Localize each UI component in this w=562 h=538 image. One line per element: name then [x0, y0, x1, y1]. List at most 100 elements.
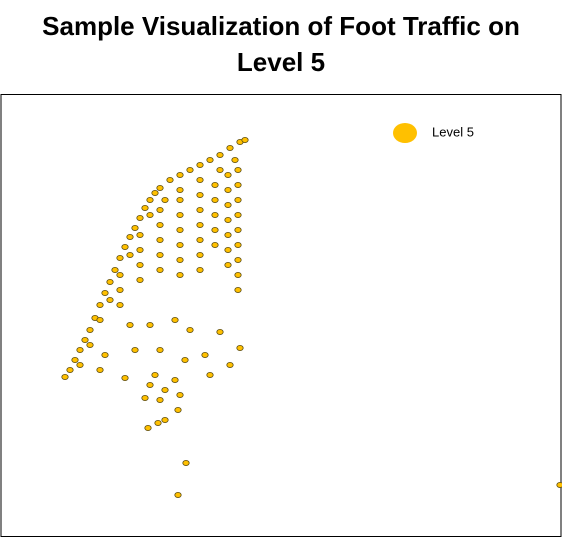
scatter-point: [61, 373, 69, 380]
scatter-point: [111, 266, 119, 273]
scatter-point: [156, 346, 164, 353]
scatter-point: [186, 166, 194, 173]
scatter-point: [234, 196, 242, 203]
scatter-point: [144, 424, 152, 431]
scatter-point: [211, 226, 219, 233]
scatter-point: [156, 396, 164, 403]
scatter-point: [141, 204, 149, 211]
chart-title: Sample Visualization of Foot Traffic on …: [42, 11, 520, 77]
scatter-point: [121, 374, 129, 381]
scatter-point: [156, 236, 164, 243]
scatter-point: [136, 246, 144, 253]
scatter-point: [196, 251, 204, 258]
scatter-point: [171, 316, 179, 323]
scatter-point: [116, 286, 124, 293]
scatter-point: [156, 184, 164, 191]
scatter-point: [196, 191, 204, 198]
scatter-point: [196, 206, 204, 213]
scatter-point: [176, 271, 184, 278]
scatter-point: [146, 196, 154, 203]
scatter-point: [116, 271, 124, 278]
scatter-point: [211, 181, 219, 188]
scatter-point: [234, 286, 242, 293]
scatter-point: [224, 216, 232, 223]
scatter-point: [136, 214, 144, 221]
scatter-point: [224, 186, 232, 193]
scatter-point: [176, 171, 184, 178]
scatter-point: [201, 351, 209, 358]
scatter-point: [176, 186, 184, 193]
scatter-point: [151, 371, 159, 378]
scatter-point: [156, 206, 164, 213]
scatter-point: [71, 356, 79, 363]
scatter-point: [96, 316, 104, 323]
scatter-point: [96, 366, 104, 373]
scatter-point: [234, 166, 242, 173]
scatter-point: [166, 176, 174, 183]
scatter-point: [106, 296, 114, 303]
scatter-point: [141, 394, 149, 401]
scatter-point: [146, 381, 154, 388]
scatter-point: [236, 344, 244, 351]
scatter-point: [86, 326, 94, 333]
scatter-point: [176, 391, 184, 398]
scatter-point: [86, 341, 94, 348]
scatter-point: [234, 256, 242, 263]
scatter-point: [234, 181, 242, 188]
scatter-point: [136, 261, 144, 268]
scatter-point: [156, 251, 164, 258]
scatter-point: [161, 196, 169, 203]
scatter-point: [151, 189, 159, 196]
scatter-point: [106, 278, 114, 285]
scatter-point: [196, 266, 204, 273]
scatter-point: [226, 361, 234, 368]
scatter-point: [234, 226, 242, 233]
scatter-point: [206, 371, 214, 378]
scatter-point: [116, 254, 124, 261]
scatter-point: [136, 276, 144, 283]
scatter-point: [176, 196, 184, 203]
scatter-point: [131, 224, 139, 231]
scatter-point: [234, 241, 242, 248]
plot-frame: [0, 94, 562, 537]
scatter-point: [161, 416, 169, 423]
scatter-point: [126, 321, 134, 328]
scatter-point: [234, 271, 242, 278]
scatter-point: [136, 231, 144, 238]
scatter-point: [96, 301, 104, 308]
scatter-point: [241, 136, 249, 143]
scatter-point: [556, 482, 562, 488]
scatter-point: [176, 211, 184, 218]
scatter-point: [224, 171, 232, 178]
scatter-point: [161, 386, 169, 393]
scatter-point: [174, 491, 182, 498]
scatter-point: [154, 419, 162, 426]
legend-label: Level 5: [432, 124, 474, 139]
scatter-point: [182, 459, 190, 466]
scatter-point: [196, 161, 204, 168]
scatter-point: [176, 256, 184, 263]
scatter-point: [186, 326, 194, 333]
scatter-point: [126, 233, 134, 240]
scatter-point: [216, 166, 224, 173]
scatter-point: [146, 211, 154, 218]
scatter-point: [181, 356, 189, 363]
scatter-point: [224, 261, 232, 268]
scatter-point: [156, 266, 164, 273]
scatter-point: [211, 241, 219, 248]
scatter-point: [101, 351, 109, 358]
scatter-point: [234, 211, 242, 218]
scatter-point: [231, 156, 239, 163]
scatter-point: [176, 241, 184, 248]
scatter-point: [174, 406, 182, 413]
scatter-point: [171, 376, 179, 383]
scatter-point: [81, 336, 89, 343]
scatter-point: [196, 176, 204, 183]
scatter-point: [131, 346, 139, 353]
scatter-point: [156, 221, 164, 228]
scatter-point: [211, 196, 219, 203]
scatter-point: [76, 361, 84, 368]
scatter-point: [224, 231, 232, 238]
